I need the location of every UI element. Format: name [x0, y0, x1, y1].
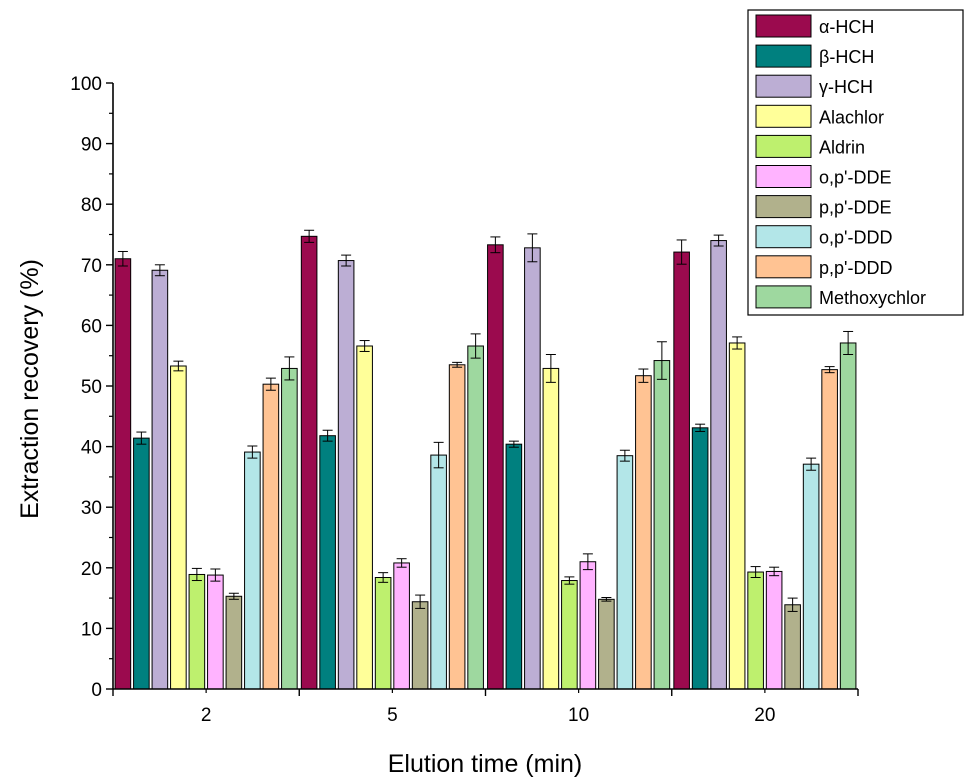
y-tick-label: 100 [70, 74, 102, 95]
legend-swatch [755, 14, 812, 38]
y-tick-label: 30 [81, 498, 102, 519]
bar [262, 383, 280, 690]
bar [728, 342, 746, 690]
bars-layer [114, 229, 857, 690]
y-tick-label: 20 [81, 559, 102, 580]
y-tick-label: 10 [81, 619, 102, 640]
legend-swatch [755, 44, 812, 68]
legend-label: o,p'-DDE [819, 168, 891, 188]
legend: α-HCH β-HCH γ-HCH Alachlor Aldrin o,p'-DDE p,p… [747, 9, 964, 316]
y-tick-label: 90 [81, 135, 102, 156]
bar [114, 258, 132, 690]
bar [319, 435, 336, 690]
legend-swatch [755, 74, 812, 98]
bar [337, 260, 355, 690]
bar [170, 365, 187, 690]
x-tick-label: 10 [568, 705, 589, 726]
legend-label: p,p'-DDE [819, 198, 891, 218]
bar [561, 580, 578, 690]
bar [411, 601, 429, 690]
bar [747, 571, 764, 690]
legend-label: Aldrin [819, 137, 865, 157]
legend-label: o,p'-DDD [819, 228, 892, 248]
bar [393, 562, 410, 690]
bar [691, 427, 709, 690]
legend-label: β-HCH [819, 47, 874, 67]
bar [802, 463, 820, 690]
legend-swatch [755, 285, 812, 309]
bar [188, 573, 206, 690]
bar [487, 244, 504, 690]
legend-label: Methoxychlor [819, 288, 926, 308]
bar [673, 251, 690, 690]
bar [598, 598, 615, 690]
bar [300, 235, 318, 690]
bar [765, 570, 783, 690]
bar [374, 577, 392, 690]
x-tick-label: 5 [387, 705, 398, 726]
y-tick-label: 0 [91, 680, 102, 701]
legend-swatch [755, 195, 812, 219]
bar [542, 367, 560, 690]
y-tick-label: 40 [81, 438, 102, 459]
y-tick-label: 70 [81, 256, 102, 277]
bar [784, 604, 801, 690]
bar [524, 247, 541, 690]
bar [653, 360, 671, 690]
bar [710, 240, 727, 690]
legend-swatch [755, 165, 812, 188]
bar [821, 369, 838, 690]
bar [448, 364, 466, 690]
x-axis-title: Elution time (min) [388, 750, 583, 778]
legend-label: α-HCH [819, 17, 874, 37]
bar [151, 269, 169, 690]
x-tick-label: 20 [754, 705, 775, 726]
bar [207, 574, 224, 690]
legend-swatch [755, 104, 812, 128]
bar [225, 595, 243, 690]
bar [133, 437, 150, 690]
y-tick-label: 60 [81, 316, 102, 337]
y-tick-label: 50 [81, 377, 102, 398]
x-tick-label: 2 [201, 705, 212, 726]
legend-label: Alachlor [819, 107, 884, 127]
bar [505, 443, 523, 690]
axes-layer: 0 10 20 30 40 50 60 70 80 90 100 2 5 10 20 [70, 74, 859, 726]
bar [281, 367, 298, 690]
bar [467, 345, 484, 690]
bar [356, 345, 373, 690]
legend-label: p,p'-DDD [819, 258, 892, 278]
y-tick-label: 80 [81, 195, 102, 216]
legend-label: γ-HCH [819, 77, 873, 97]
y-axis-title: Extraction recovery (%) [16, 259, 44, 519]
bar [839, 342, 857, 690]
bar [616, 455, 634, 690]
legend-swatch [755, 225, 812, 249]
legend-swatch [755, 255, 812, 279]
bar [579, 561, 597, 690]
bar [635, 375, 652, 690]
bar [244, 451, 261, 690]
bar [430, 454, 447, 690]
legend-swatch [755, 134, 812, 158]
